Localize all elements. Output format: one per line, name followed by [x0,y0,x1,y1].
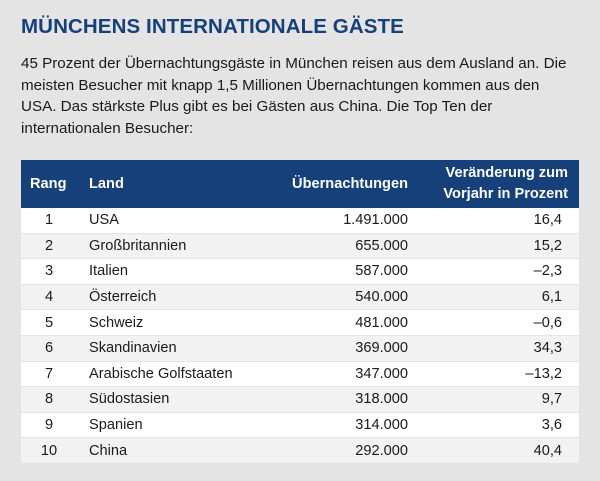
cell-uebernachtungen: 655.000 [258,233,408,260]
cell-land: Schweiz [77,309,258,336]
cell-veraenderung: 40,4 [408,437,579,464]
cell-uebernachtungen: 1.491.000 [258,208,408,234]
cell-land: Spanien [77,412,258,439]
cell-land: USA [77,208,258,234]
cell-veraenderung: 16,4 [408,208,579,234]
cell-land: Österreich [77,284,258,311]
cell-uebernachtungen: 481.000 [258,309,408,336]
cell-veraenderung: –13,2 [408,361,579,388]
table-row: 1 USA 1.491.000 16,4 [21,208,579,234]
cell-uebernachtungen: 369.000 [258,335,408,362]
cell-rang: 7 [21,361,77,388]
cell-veraenderung: 34,3 [408,335,579,362]
cell-land: Großbritannien [77,233,258,260]
cell-uebernachtungen: 347.000 [258,361,408,388]
table-body: 1 USA 1.491.000 16,4 2 Großbritannien 65… [21,208,579,464]
header-veraenderung-line1: Veränderung zum [445,165,568,181]
header-veraenderung-line2: Vorjahr in Prozent [443,186,568,202]
page-title: MÜNCHENS INTERNATIONALE GÄSTE [21,15,404,38]
cell-land: Italien [77,258,258,285]
table-row: 10 China 292.000 40,4 [21,437,579,464]
cell-uebernachtungen: 318.000 [258,386,408,413]
intro-text: 45 Prozent der Übernachtungsgäste in Mün… [21,55,567,137]
table-row: 2 Großbritannien 655.000 15,2 [21,233,579,260]
cell-rang: 6 [21,335,77,362]
visitors-table: Rang Land Übernachtungen Veränderung zum… [21,160,579,464]
table-row: 4 Österreich 540.000 6,1 [21,284,579,311]
cell-veraenderung: –2,3 [408,258,579,285]
cell-veraenderung: 9,7 [408,386,579,413]
cell-uebernachtungen: 540.000 [258,284,408,311]
cell-rang: 5 [21,309,77,336]
table-header: Rang Land Übernachtungen Veränderung zum… [21,160,579,208]
cell-rang: 1 [21,208,77,234]
cell-uebernachtungen: 314.000 [258,412,408,439]
cell-rang: 2 [21,233,77,260]
cell-land: Skandinavien [77,335,258,362]
header-rang: Rang [30,176,67,192]
cell-rang: 10 [21,437,77,464]
cell-veraenderung: 6,1 [408,284,579,311]
cell-land: Arabische Golfstaaten [77,361,258,388]
cell-veraenderung: 3,6 [408,412,579,439]
cell-rang: 4 [21,284,77,311]
cell-uebernachtungen: 292.000 [258,437,408,464]
table-row: 6 Skandinavien 369.000 34,3 [21,335,579,362]
cell-land: Südostasien [77,386,258,413]
table-row: 3 Italien 587.000 –2,3 [21,258,579,285]
table-row: 9 Spanien 314.000 3,6 [21,412,579,439]
table-row: 5 Schweiz 481.000 –0,6 [21,309,579,336]
cell-uebernachtungen: 587.000 [258,258,408,285]
header-row: Rang Land Übernachtungen Veränderung zum… [21,160,579,208]
header-uebernachtungen: Übernachtungen [292,176,408,192]
cell-veraenderung: –0,6 [408,309,579,336]
cell-rang: 3 [21,258,77,285]
cell-land: China [77,437,258,464]
cell-rang: 9 [21,412,77,439]
table-row: 7 Arabische Golfstaaten 347.000 –13,2 [21,361,579,388]
table-row: 8 Südostasien 318.000 9,7 [21,386,579,413]
header-veraenderung: Veränderung zum Vorjahr in Prozent [408,160,579,208]
cell-veraenderung: 15,2 [408,233,579,260]
cell-rang: 8 [21,386,77,413]
header-land: Land [89,176,124,192]
